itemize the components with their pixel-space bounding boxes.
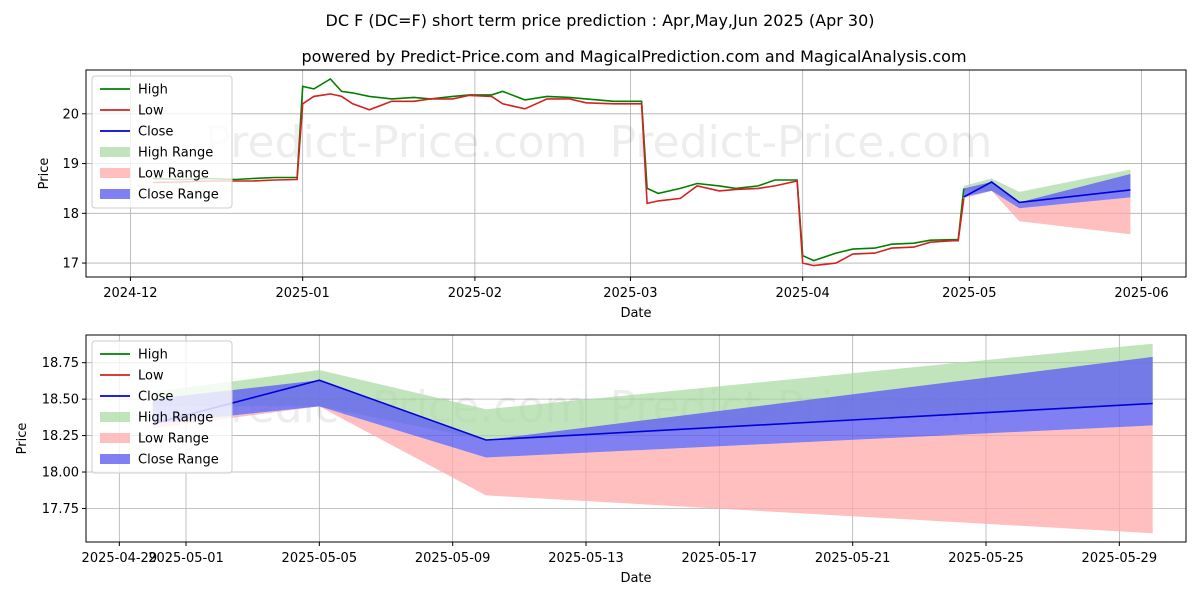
legend-label: High Range (138, 411, 213, 426)
y-axis-label: Price (15, 423, 30, 455)
legend-label: Low Range (138, 432, 209, 447)
low-range-area (963, 190, 1131, 235)
plot-frame (85, 334, 1187, 543)
plot-frame (85, 69, 1187, 278)
y-tick-label: 18.50 (42, 393, 79, 408)
legend-label: Close Range (138, 188, 219, 203)
legend-swatch (100, 189, 130, 199)
x-tick-label: 2025-05-29 (1082, 551, 1158, 566)
legend-swatch (100, 168, 130, 178)
x-tick-label: 2025-05-05 (282, 551, 358, 566)
top-panel: Predict-Price.com Predict-Price.com 2024-1… (37, 69, 1187, 321)
x-tick-label: 2025-05-17 (682, 551, 758, 566)
y-tick-label: 18.75 (42, 356, 79, 371)
x-tick-label: 2025-03 (603, 286, 657, 301)
legend-swatch (100, 454, 130, 464)
chart-title: DC F (DC=F) short term price prediction … (326, 11, 875, 30)
chart-subtitle: powered by Predict-Price.com and Magical… (301, 47, 966, 66)
x-tick-label: 2025-05-21 (815, 551, 891, 566)
x-tick-label: 2025-04-29 (82, 551, 158, 566)
legend-label: High (138, 348, 168, 363)
legend-swatch (100, 147, 130, 157)
legend-label: Close Range (138, 453, 219, 468)
x-axis-label: Date (620, 306, 651, 321)
x-axis-label: Date (620, 571, 651, 586)
x-tick-label: 2025-05 (942, 286, 996, 301)
x-tick-label: 2025-01 (276, 286, 330, 301)
bottom-panel: Predict-Price.comPredict-Price.com2025-0… (15, 334, 1187, 586)
y-tick-label: 18.00 (42, 466, 79, 481)
low-range-area (152, 406, 1153, 534)
y-tick-label: 18 (62, 207, 79, 222)
legend-label: Low (138, 104, 164, 119)
y-tick-label: 17.75 (42, 502, 79, 517)
close-range-area (152, 356, 1153, 458)
y-tick-label: 18.25 (42, 429, 79, 444)
legend-label: Close (138, 125, 173, 140)
legend: High Low Close High Range Low Range Close Ran… (91, 75, 233, 209)
x-tick-label: 2025-05-13 (548, 551, 624, 566)
high-line (152, 77, 965, 262)
x-tick-label: 2025-05-09 (415, 551, 491, 566)
close-line (152, 379, 1153, 441)
x-tick-label: 2024-12 (103, 286, 157, 301)
x-tick-label: 2025-05-25 (948, 551, 1024, 566)
legend-label: Low (138, 369, 164, 384)
legend-label: Low Range (138, 167, 209, 182)
y-tick-label: 17 (62, 257, 79, 272)
y-tick-label: 19 (62, 157, 79, 172)
legend-label: High (138, 83, 168, 98)
watermark-text: Predict-Price.com (205, 117, 588, 168)
watermark-text: Predict-Price.com (610, 117, 993, 168)
x-tick-label: 2025-05-01 (148, 551, 224, 566)
close-range-area (963, 174, 1131, 209)
x-tick-label: 2025-04 (776, 286, 830, 301)
legend: High Low Close High Range Low Range Close Ran… (91, 340, 233, 474)
low-line (152, 93, 965, 267)
x-tick-label: 2025-02 (448, 286, 502, 301)
legend-label: Close (138, 390, 173, 405)
legend-swatch (100, 412, 130, 422)
legend-swatch (100, 433, 130, 443)
y-axis-label: Price (37, 158, 52, 190)
close-line (963, 181, 1131, 204)
legend-label: High Range (138, 146, 213, 161)
x-tick-label: 2025-06 (1114, 286, 1168, 301)
y-tick-label: 20 (62, 107, 79, 122)
